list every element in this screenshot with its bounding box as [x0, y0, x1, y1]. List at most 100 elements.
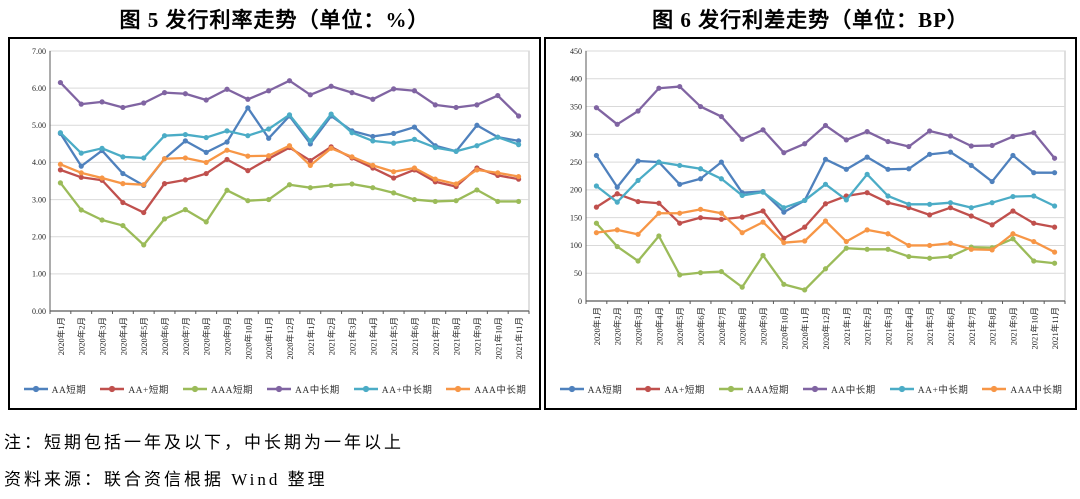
series-markers-AA+中长期 — [57, 111, 522, 161]
data-point — [1031, 193, 1037, 199]
data-point — [864, 154, 870, 160]
legend-marker-icon — [982, 385, 1007, 393]
y-axis-label: 400 — [570, 75, 582, 84]
series-line-AAA中长期 — [59, 144, 520, 186]
data-point — [370, 138, 376, 144]
legend-label: AA中长期 — [831, 386, 876, 396]
data-point — [203, 134, 209, 141]
legend-item-AAA中长期: AAA中长期 — [445, 382, 526, 396]
data-point — [947, 133, 954, 139]
data-point — [203, 170, 209, 177]
data-point — [266, 88, 272, 94]
data-point — [474, 167, 480, 173]
x-axis-label: 2020年3月 — [98, 317, 108, 355]
data-point — [843, 245, 849, 251]
data-point — [224, 128, 230, 134]
x-axis-label: 2020年4月 — [654, 307, 664, 345]
legend-item-AAA短期: AAA短期 — [718, 382, 789, 396]
series-markers-AA中长期 — [593, 83, 1058, 161]
data-point — [635, 158, 641, 164]
x-axis-label: 2020年12月 — [285, 317, 295, 360]
figure-5-plot: 0.00 1.00 2.00 3.00 4.00 5.00 6.00 7.00 2020年1月 2… — [32, 47, 530, 360]
data-point — [120, 154, 126, 160]
data-point — [1010, 152, 1016, 159]
data-point — [266, 135, 272, 141]
x-axis-label: 2020年4月 — [118, 317, 128, 355]
data-point — [515, 138, 522, 144]
series-line-AA中长期 — [595, 85, 1056, 160]
data-point — [453, 181, 459, 187]
data-point — [906, 201, 912, 207]
data-point — [349, 130, 355, 136]
x-axis-label: 2020年1月 — [592, 307, 602, 345]
x-axis-label: 2021年6月 — [946, 307, 956, 345]
y-axis-label: 5.00 — [32, 121, 46, 130]
data-point — [161, 90, 168, 96]
y-axis-label: 7.00 — [32, 47, 46, 56]
x-axis-label: 2021年6月 — [410, 317, 420, 355]
x-axis-label: 2021年1月 — [306, 317, 316, 355]
x-axis-label: 2021年5月 — [389, 317, 399, 355]
data-point — [989, 222, 995, 228]
y-axis-label: 50 — [574, 269, 582, 278]
data-point — [411, 88, 418, 94]
series-line-AA+短期 — [595, 191, 1056, 240]
data-point — [203, 149, 209, 155]
data-point — [453, 148, 459, 154]
data-point — [885, 200, 891, 206]
data-point — [286, 143, 293, 149]
data-point — [370, 133, 376, 140]
data-point — [495, 170, 501, 176]
data-point — [718, 216, 724, 222]
data-point — [906, 242, 912, 249]
data-point — [120, 170, 126, 177]
legend-marker-icon — [267, 385, 291, 393]
note-definition: 注：短期包括一年及以下，中长期为一年以上 — [4, 433, 404, 452]
data-point — [843, 166, 849, 172]
data-point — [182, 138, 188, 144]
figure-notes: 注：短期包括一年及以下，中长期为一年以上 资料来源：联合资信根据 Wind 整理 — [4, 430, 1080, 492]
data-point — [141, 209, 147, 216]
data-point — [697, 206, 704, 212]
data-point — [432, 144, 438, 151]
legend-label: AA+短期 — [664, 386, 705, 396]
data-point — [822, 181, 829, 187]
x-axis-label: 2020年10月 — [243, 317, 253, 360]
data-point — [141, 242, 147, 248]
data-point — [677, 210, 683, 216]
data-point — [802, 141, 808, 147]
data-point — [718, 268, 724, 275]
legend-item-AA+中长期: AA+中长期 — [353, 382, 433, 396]
figure-5-title: 图 5 发行利率走势（单位：%） — [119, 8, 430, 32]
data-point — [947, 149, 954, 155]
data-point — [99, 175, 105, 181]
series-markers-AA中长期 — [57, 78, 522, 119]
data-point — [906, 253, 912, 260]
legend-label: AAA中长期 — [474, 386, 527, 396]
data-point — [1051, 249, 1058, 255]
data-point — [614, 184, 620, 190]
y-axis-label: 1.00 — [32, 270, 46, 279]
y-axis-label: 300 — [570, 130, 582, 139]
data-point — [78, 170, 84, 176]
data-point — [697, 270, 704, 276]
x-axis-label: 2020年11月 — [800, 307, 810, 349]
data-point — [656, 159, 662, 165]
data-point — [453, 198, 459, 204]
data-point — [864, 227, 870, 233]
data-point — [432, 176, 438, 182]
x-axis-label: 2020年6月 — [160, 317, 170, 355]
data-point — [614, 191, 620, 197]
data-point — [141, 155, 147, 161]
legend-marker-icon — [182, 385, 207, 393]
x-axis-label: 2020年6月 — [696, 307, 706, 345]
data-point — [718, 210, 724, 216]
data-point — [182, 177, 188, 183]
data-point — [593, 204, 600, 210]
legend-item-AA中长期: AA中长期 — [266, 382, 340, 396]
data-point — [515, 198, 522, 205]
data-point — [781, 240, 787, 246]
data-point — [718, 159, 724, 165]
data-point — [474, 122, 480, 128]
data-point — [760, 219, 766, 225]
